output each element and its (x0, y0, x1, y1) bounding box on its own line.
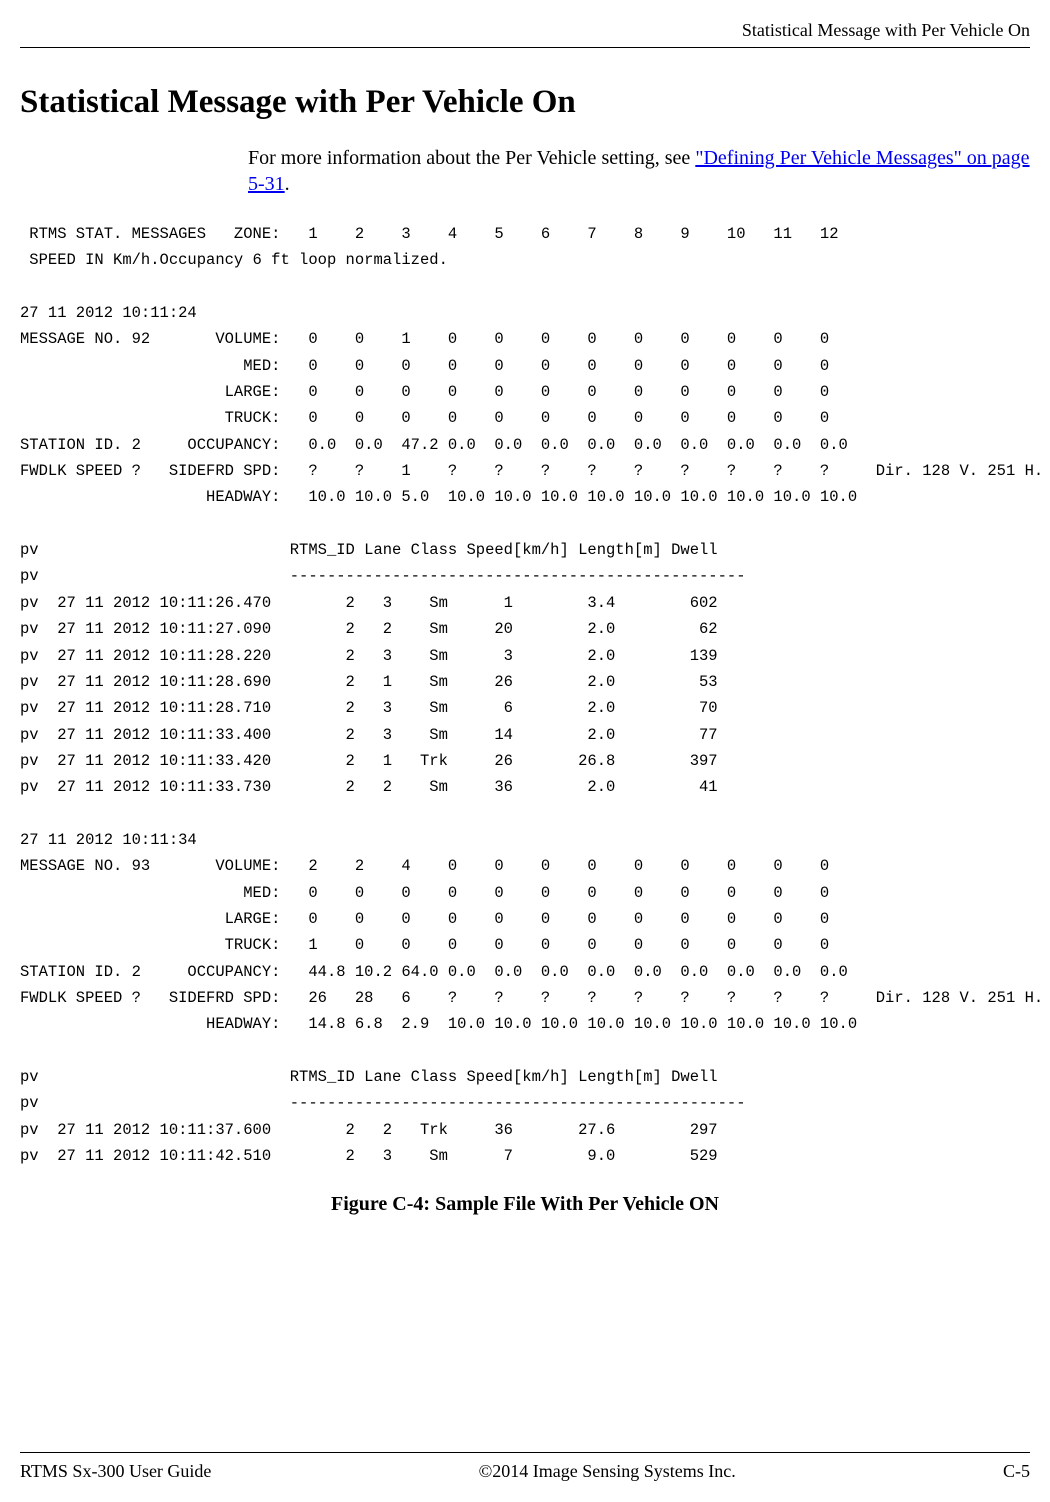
intro-prefix: For more information about the Per Vehic… (248, 147, 695, 169)
intro-paragraph: For more information about the Per Vehic… (248, 145, 1030, 197)
statistical-message-block: RTMS STAT. MESSAGES ZONE: 1 2 3 4 5 6 7 … (20, 221, 1030, 1169)
footer-center: ©2014 Image Sensing Systems Inc. (479, 1461, 736, 1482)
footer-left: RTMS Sx-300 User Guide (20, 1461, 211, 1482)
page-heading: Statistical Message with Per Vehicle On (20, 84, 1030, 121)
intro-suffix: . (285, 173, 290, 195)
page-footer: RTMS Sx-300 User Guide ©2014 Image Sensi… (20, 1452, 1030, 1482)
footer-right: C-5 (1003, 1461, 1030, 1482)
running-header: Statistical Message with Per Vehicle On (20, 20, 1030, 48)
figure-caption: Figure C-4: Sample File With Per Vehicle… (20, 1193, 1030, 1216)
